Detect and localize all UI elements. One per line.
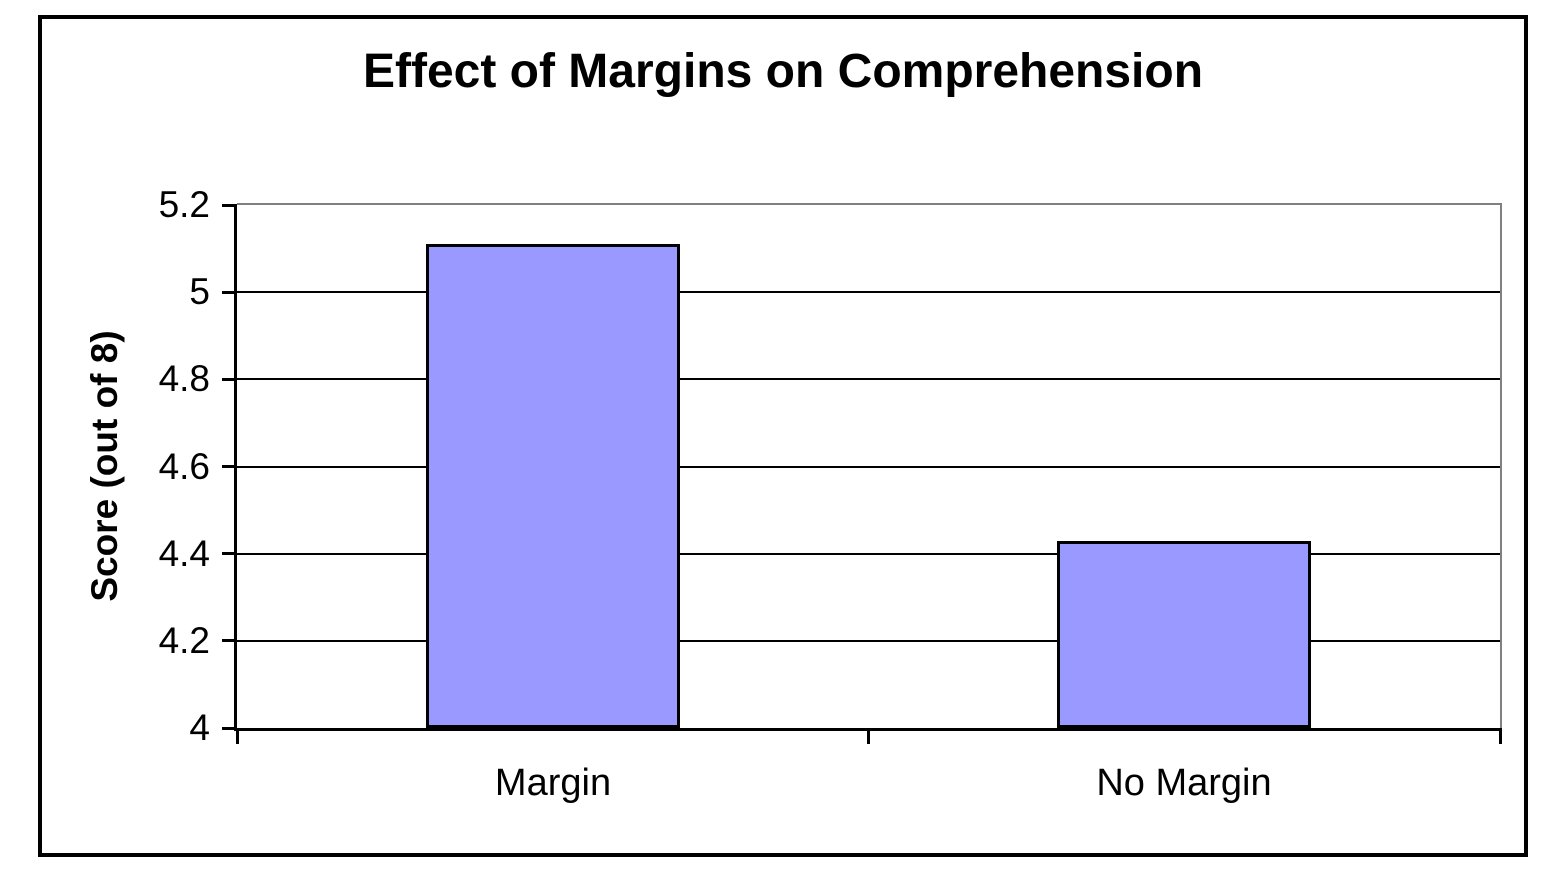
chart-title: Effect of Margins on Comprehension <box>362 45 1204 98</box>
x-tick-mark <box>1499 728 1502 744</box>
gridline <box>237 378 1500 381</box>
y-tick-label: 4.4 <box>158 533 210 574</box>
x-category-label: Margin <box>494 762 612 804</box>
plot-border-top <box>237 203 1502 205</box>
y-tick-label: 4.2 <box>158 620 210 661</box>
y-tick-label: 4.6 <box>158 446 210 487</box>
plot-border-right <box>1500 203 1502 728</box>
gridline <box>237 291 1500 294</box>
y-tick-label: 4 <box>189 707 210 748</box>
bar-margin <box>426 244 680 728</box>
y-tick-mark <box>222 465 237 468</box>
y-tick-label: 5 <box>189 271 210 312</box>
y-tick-label: 5.2 <box>158 184 210 225</box>
y-tick-mark <box>222 727 237 730</box>
gridline <box>237 639 1500 642</box>
gridline <box>237 552 1500 555</box>
y-tick-label: 4.8 <box>158 358 210 399</box>
x-tick-mark <box>236 728 239 744</box>
y-tick-mark <box>222 204 237 207</box>
y-tick-mark <box>222 639 237 642</box>
gridline <box>237 465 1500 468</box>
x-category-label: No Margin <box>1096 762 1272 804</box>
x-tick-mark <box>867 728 870 744</box>
y-axis-line <box>234 205 237 731</box>
y-tick-mark <box>222 378 237 381</box>
y-tick-mark <box>222 552 237 555</box>
bar-no-margin <box>1057 541 1311 728</box>
y-tick-mark <box>222 291 237 294</box>
